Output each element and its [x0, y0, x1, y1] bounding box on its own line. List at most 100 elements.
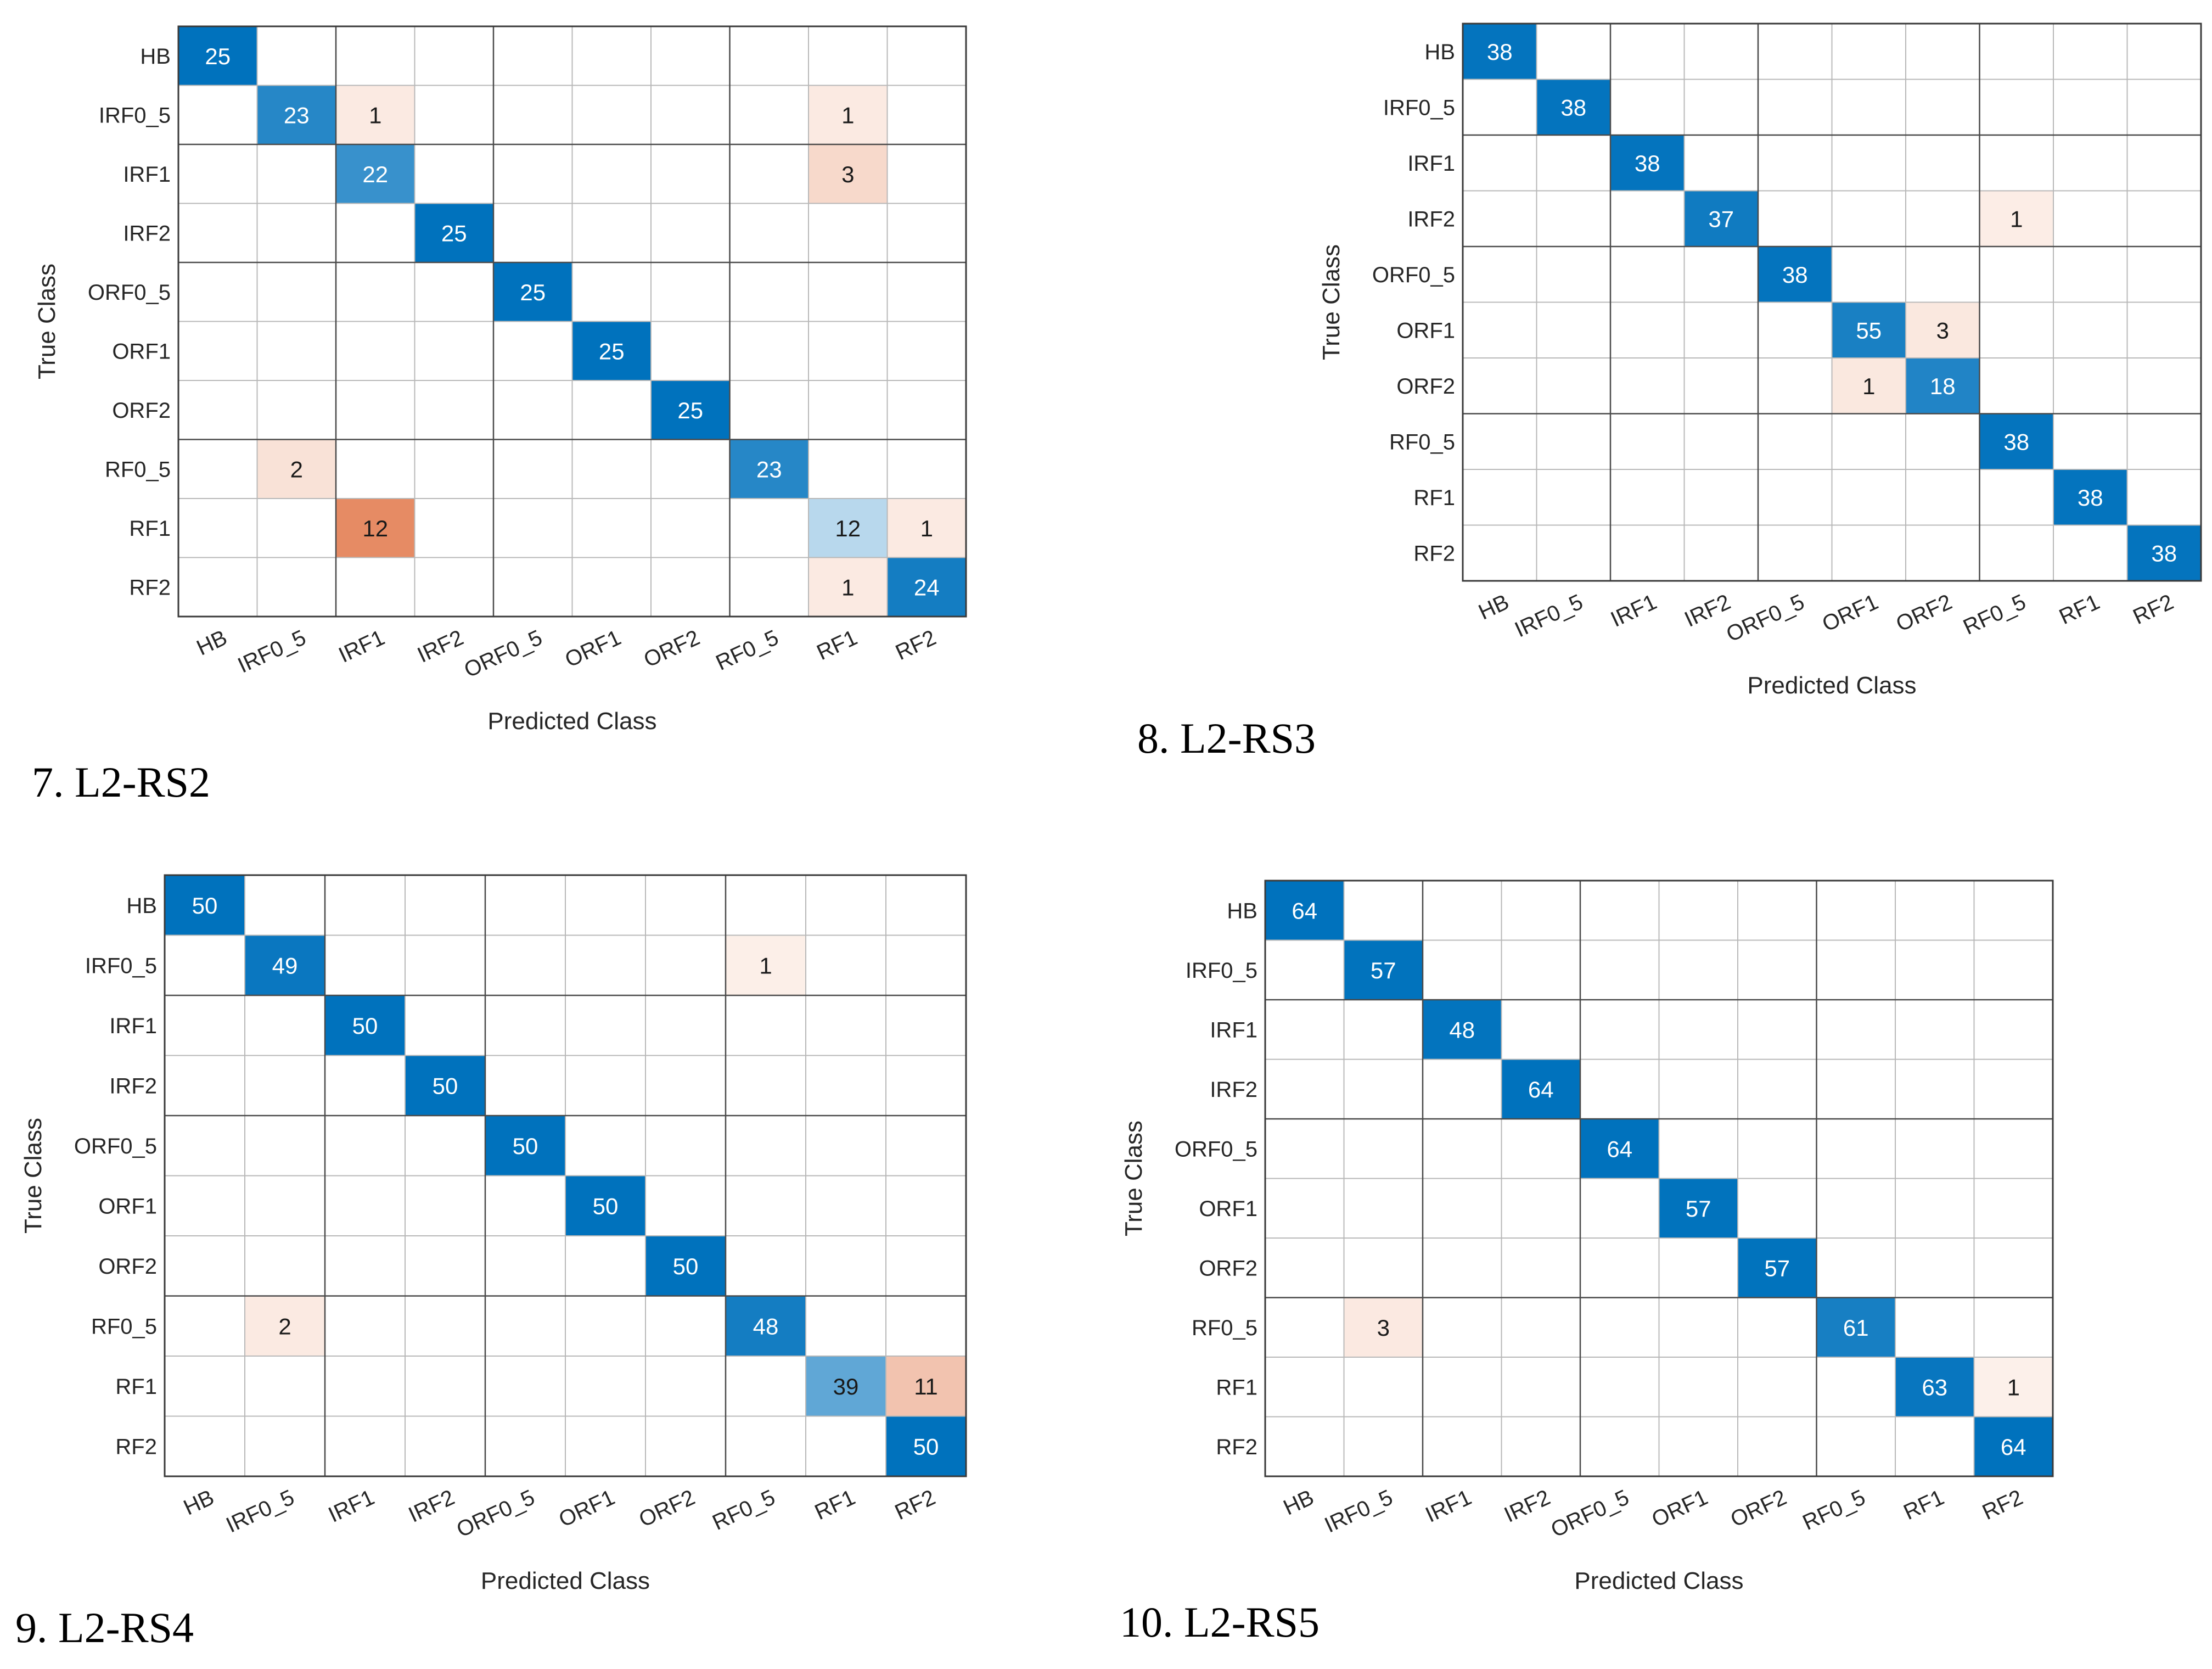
- cell-r7-c2: [1422, 1297, 1502, 1358]
- cell-r1-c0: [1462, 79, 1537, 136]
- y-tick-rf1: RF1: [1413, 486, 1455, 510]
- x-axis-label: Predicted Class: [1747, 672, 1916, 699]
- y-tick-irf0-5: IRF0_5: [99, 103, 171, 127]
- cell-r6-c4: [485, 1235, 566, 1297]
- cell-r8-c1: [1343, 1357, 1423, 1418]
- y-tick-orf1: ORF1: [1199, 1197, 1257, 1221]
- cell-r6-c8: [1895, 1237, 1975, 1298]
- cell-value: 64: [1528, 1077, 1554, 1102]
- cell-r8-c6: [650, 498, 731, 558]
- cell-r0-c6: [1905, 23, 1980, 80]
- cell-r8-c3: [1501, 1357, 1581, 1418]
- cell-r0-c5: [1658, 880, 1738, 941]
- cell-r7-c3: [414, 439, 494, 499]
- cell-r5-c5: [1831, 301, 1906, 359]
- x-tick-irf2: IRF2: [1501, 1485, 1554, 1527]
- cell-r8-c2: [1610, 469, 1685, 526]
- cell-r5-c8: [2053, 301, 2128, 359]
- cell-r1-c9: [1973, 939, 2053, 1000]
- cell-r2-c1: [1343, 999, 1423, 1060]
- cell-value: 24: [914, 574, 940, 600]
- cell-r5-c5: [1658, 1178, 1738, 1239]
- cell-r2-c2: [324, 995, 406, 1056]
- cell-r8-c8: [2053, 469, 2128, 526]
- cell-value: 18: [1930, 373, 1956, 399]
- cell-r4-c9: [885, 1115, 967, 1177]
- matrix-border: [1462, 23, 2202, 582]
- cell-r5-c1: [256, 321, 336, 381]
- cell-r2-c4: [1580, 999, 1660, 1060]
- cell-value: 57: [1686, 1196, 1711, 1222]
- cell-r4-c8: [808, 262, 888, 322]
- cell-r9-c4: [1580, 1416, 1660, 1477]
- cell-value: 57: [1371, 957, 1396, 983]
- cell-value: 3: [1936, 317, 1949, 343]
- x-tick-irf0-5: IRF0_5: [1321, 1485, 1396, 1537]
- y-tick-irf1: IRF1: [1210, 1018, 1257, 1042]
- cell-r6-c6: [1905, 357, 1980, 415]
- matrix-border: [177, 25, 967, 618]
- cell-r9-c1: [1343, 1416, 1423, 1477]
- cell-r9-c9: [885, 1415, 967, 1477]
- x-tick-orf1: ORF1: [1648, 1485, 1711, 1532]
- cell-value: 50: [433, 1073, 458, 1099]
- cell-r3-c2: [324, 1055, 406, 1116]
- cell-r1-c7: [1979, 79, 2054, 136]
- cell-r7-c2: [324, 1295, 406, 1357]
- cell-r2-c3: [414, 144, 494, 204]
- cell-value: 12: [362, 516, 388, 541]
- cell-r9-c3: [1683, 524, 1759, 581]
- x-axis-label: Predicted Class: [481, 1567, 650, 1594]
- y-tick-rf1: RF1: [129, 517, 171, 541]
- cell-r2-c4: [1758, 135, 1833, 192]
- cell-r1-c1: [244, 934, 325, 996]
- cell-r7-c4: [1758, 413, 1833, 470]
- cell-r7-c1: [1343, 1297, 1423, 1358]
- cell-value: 2: [278, 1313, 291, 1339]
- cell-r5-c5: [565, 1175, 646, 1236]
- cell-r8-c6: [1737, 1357, 1817, 1418]
- y-tick-irf1: IRF1: [109, 1014, 157, 1038]
- cell-r6-c5: [1831, 357, 1906, 415]
- y-axis-label: True Class: [1318, 244, 1345, 360]
- cell-r1-c7: [1816, 939, 1896, 1000]
- cell-r6-c0: [1265, 1237, 1345, 1298]
- cell-r8-c8: [805, 1356, 886, 1417]
- x-tick-rf2: RF2: [1979, 1485, 2026, 1525]
- cell-r0-c6: [650, 26, 731, 86]
- cell-value: 61: [1843, 1315, 1869, 1341]
- cell-r6-c2: [1610, 357, 1685, 415]
- cell-r4-c1: [1343, 1118, 1423, 1179]
- y-tick-orf2: ORF2: [112, 399, 171, 423]
- cell-r9-c7: [1816, 1416, 1896, 1477]
- cell-value: 38: [2078, 485, 2103, 511]
- cell-r9-c0: [178, 557, 258, 617]
- cell-r1-c2: [324, 934, 406, 996]
- cell-r6-c4: [1758, 357, 1833, 415]
- cell-r4-c0: [1265, 1118, 1345, 1179]
- cell-r7-c3: [1683, 413, 1759, 470]
- y-tick-irf2: IRF2: [1210, 1078, 1257, 1102]
- cell-r4-c8: [2053, 246, 2128, 303]
- cell-value: 63: [1922, 1374, 1947, 1400]
- y-tick-orf1: ORF1: [1396, 318, 1455, 343]
- cell-r6-c7: [1816, 1237, 1896, 1298]
- cell-value: 64: [2001, 1434, 2026, 1460]
- cell-r8-c4: [1580, 1357, 1660, 1418]
- cell-value: 22: [362, 161, 388, 187]
- cell-r4-c1: [1536, 246, 1611, 303]
- cell-value: 23: [756, 456, 782, 482]
- cell-r8-c9: [2126, 469, 2202, 526]
- cell-r3-c5: [565, 1055, 646, 1116]
- cell-value: 50: [673, 1253, 699, 1279]
- cell-r2-c1: [1536, 135, 1611, 192]
- cell-r9-c2: [1422, 1416, 1502, 1477]
- cell-r6-c2: [1422, 1237, 1502, 1298]
- cell-r1-c4: [1580, 939, 1660, 1000]
- y-tick-orf0-5: ORF0_5: [74, 1134, 157, 1158]
- cell-r8-c8: [1895, 1357, 1975, 1418]
- cell-r3-c1: [256, 203, 336, 263]
- cell-r6-c4: [1580, 1237, 1660, 1298]
